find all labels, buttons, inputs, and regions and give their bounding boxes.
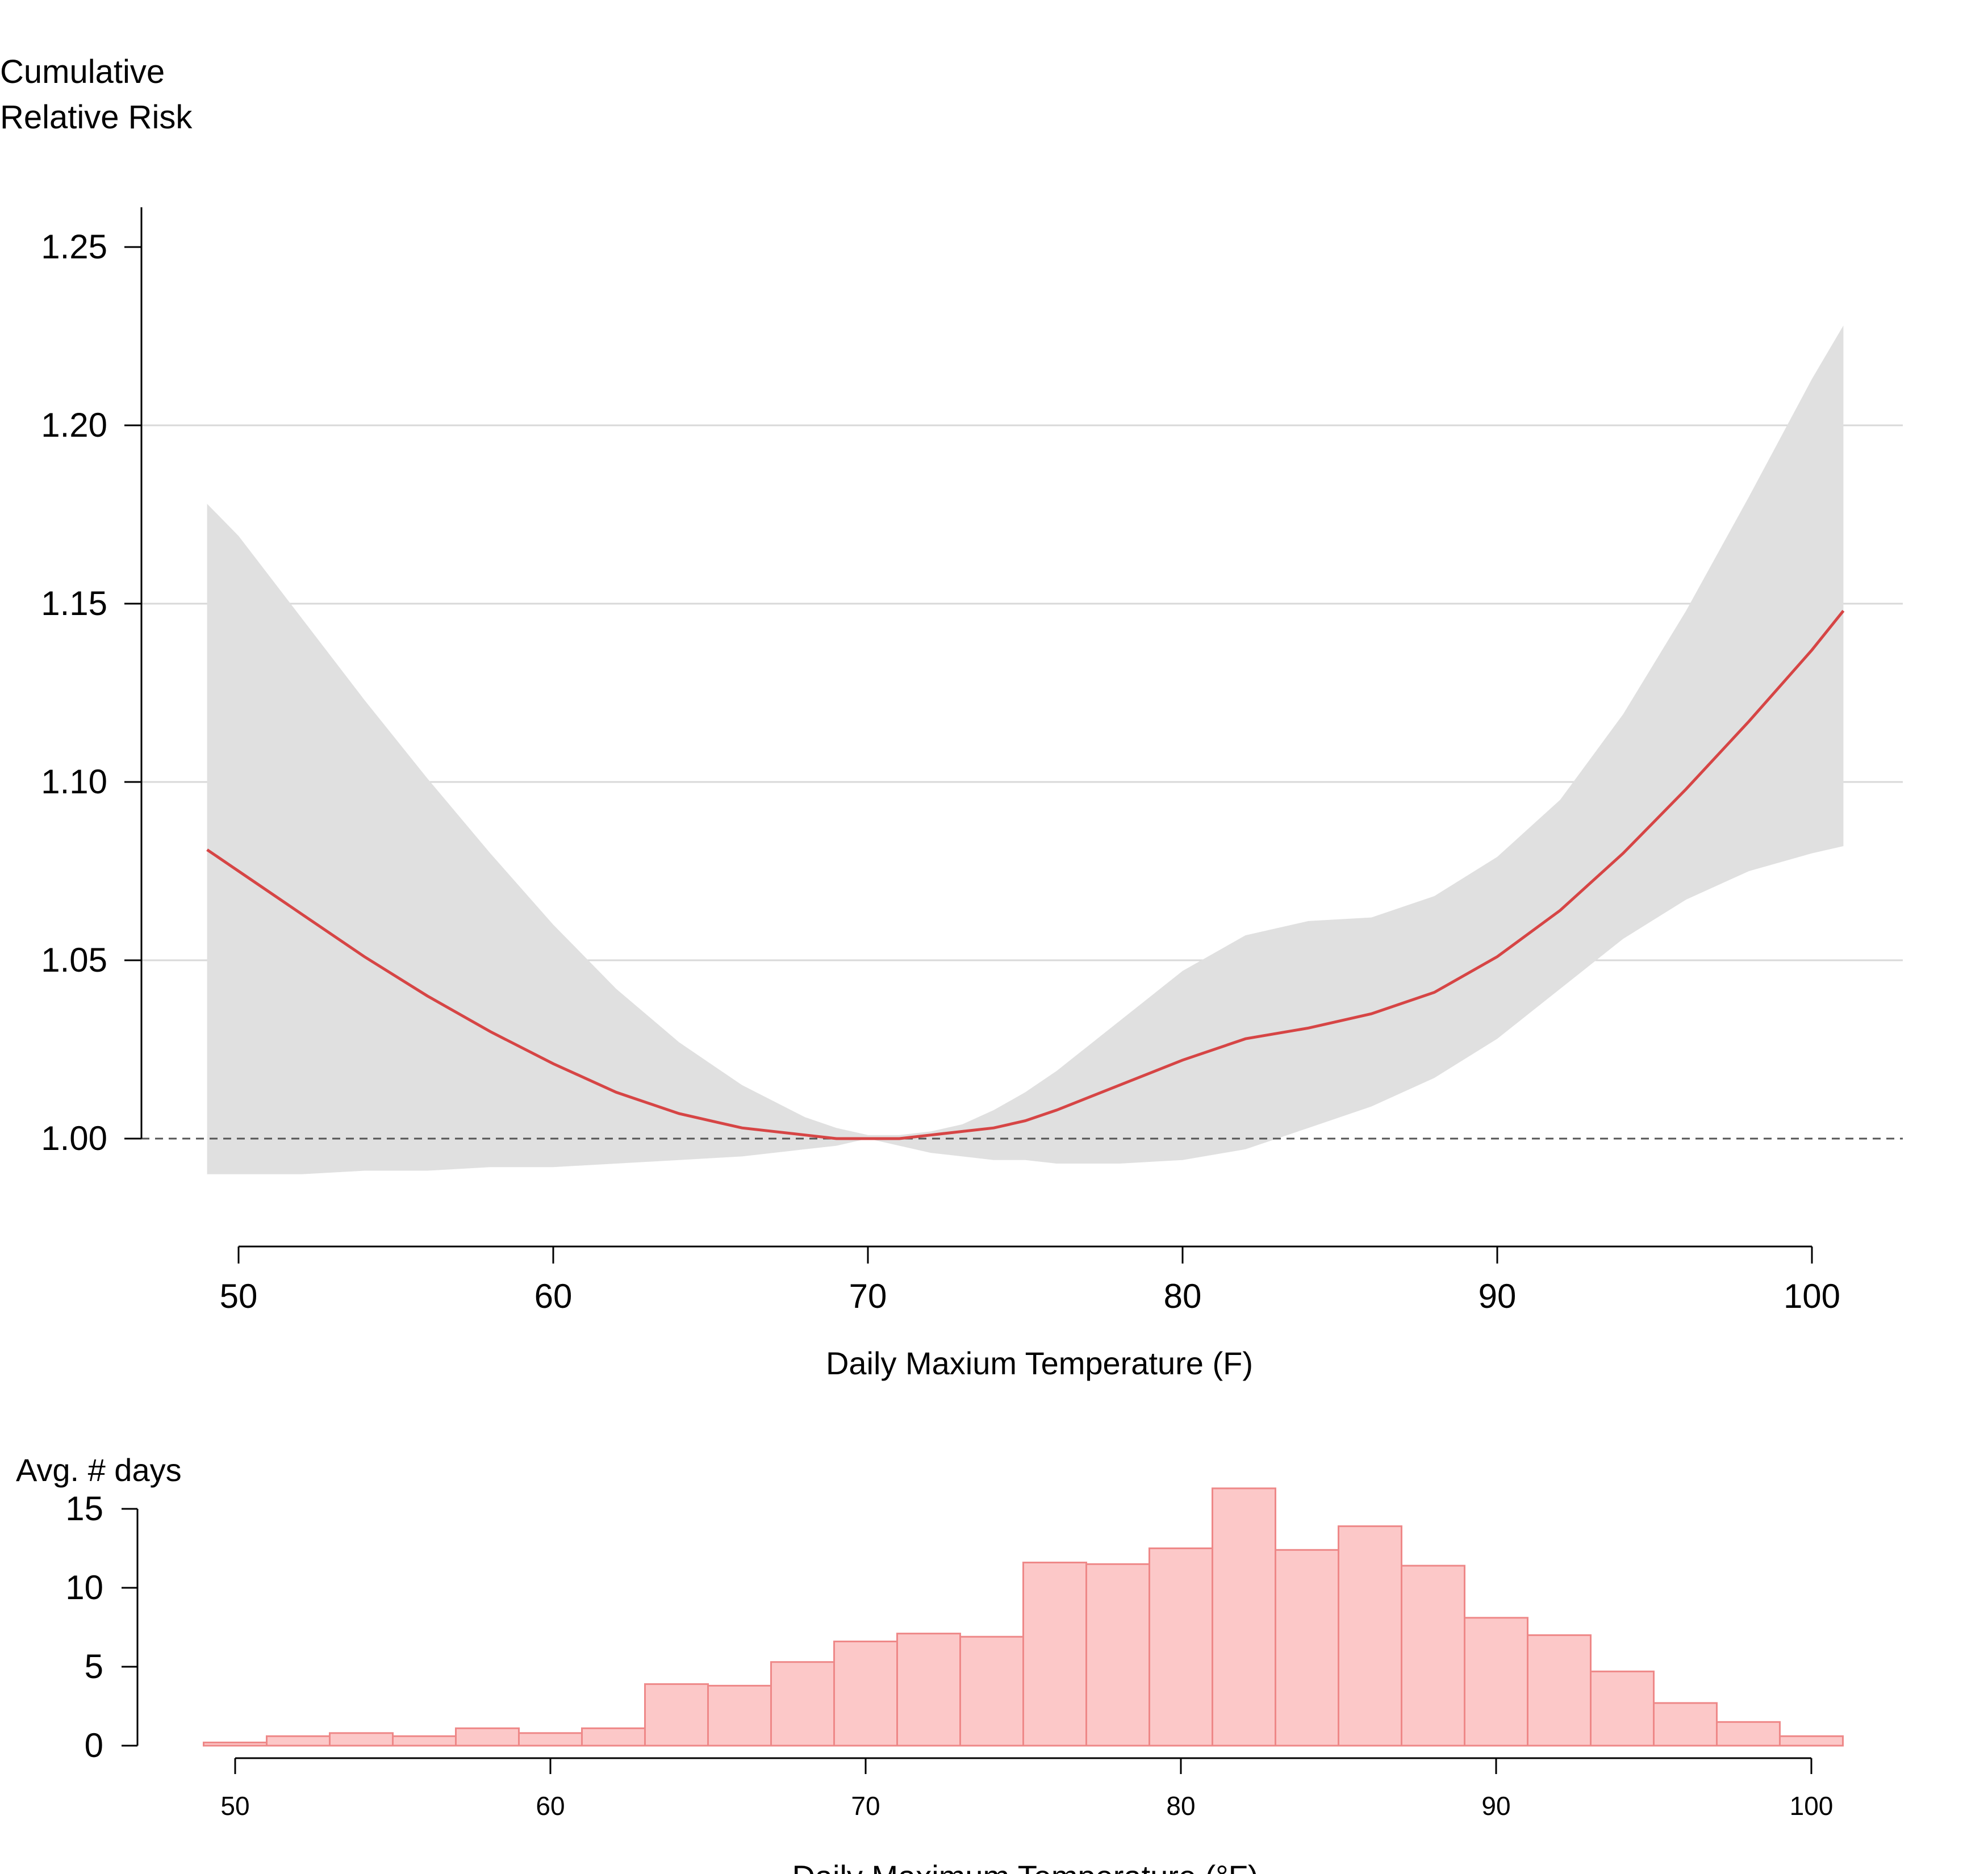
histogram-bar-25 [1779,1735,1844,1747]
hist-y-tick-label-1: 5 [85,1647,103,1685]
hist-x-tick-label-5: 100 [1790,1791,1834,1821]
histogram-bar-17 [1275,1549,1339,1747]
risk-x-tick-label-4: 90 [1479,1277,1517,1315]
histogram-bar-3 [392,1735,457,1747]
hist-y-tick-label-0: 0 [85,1726,103,1764]
hist-x-tick-label-1: 60 [536,1791,565,1821]
risk-y-axis-title-line-1: Cumulative [0,53,165,90]
histogram-bar-14 [1085,1563,1150,1747]
risk-curve [206,610,1845,1140]
hist-y-axis-title: Avg. # days [16,1452,182,1488]
histogram-bar-15 [1148,1547,1213,1747]
risk-y-tick-label-5: 1.25 [41,228,107,266]
histogram-bar-20 [1464,1617,1528,1747]
hist-x-axis-title: Daily Maximum Temperature (°F) [792,1859,1258,1874]
risk-y-tick-label-0: 1.00 [41,1119,107,1157]
histogram-bar-8 [707,1684,772,1747]
risk-x-tick-label-1: 60 [534,1277,573,1315]
risk-y-tick-label-1: 1.05 [41,941,107,979]
histogram-bar-1 [266,1735,331,1747]
histogram-bar-19 [1401,1565,1465,1747]
risk-x-axis-title: Daily Maxium Temperature (F) [826,1345,1253,1381]
histogram-bar-4 [455,1727,520,1747]
risk-x-tick-label-3: 80 [1164,1277,1202,1315]
confidence-band [207,325,1844,1174]
histogram-bar-10 [833,1641,898,1747]
histogram-bar-13 [1022,1562,1087,1747]
histogram-bar-7 [644,1683,709,1747]
histogram-bar-11 [896,1633,961,1747]
histogram-bar-5 [518,1732,583,1747]
histogram-bar-24 [1716,1721,1781,1747]
hist-y-tick-label-3: 15 [65,1490,103,1528]
histogram-bar-16 [1212,1487,1276,1747]
risk-x-tick-label-5: 100 [1784,1277,1840,1315]
histogram-bar-6 [581,1727,646,1747]
histogram-bar-9 [770,1661,835,1747]
histogram-bar-2 [329,1732,394,1747]
risk-chart-panel: 1.00 1.05 1.10 1.15 1.20 1.25 50 60 70 80 90 100 C… [0,53,1903,1381]
histogram-bar-23 [1653,1702,1718,1747]
risk-x-tick-label-0: 50 [220,1277,258,1315]
histogram-bar-22 [1590,1670,1655,1747]
risk-x-tick-label-2: 70 [849,1277,887,1315]
histogram-bars [203,1487,1844,1747]
hist-x-tick-label-3: 80 [1166,1791,1195,1821]
hist-x-ticks: 50 60 70 80 90 100 [220,1758,1833,1821]
histogram-bar-18 [1338,1525,1402,1747]
hist-x-tick-label-2: 70 [851,1791,880,1821]
hist-x-tick-label-0: 50 [220,1791,249,1821]
histogram-bar-0 [203,1741,268,1747]
risk-x-ticks: 50 60 70 80 90 100 [220,1246,1840,1315]
risk-y-tick-label-4: 1.20 [41,406,107,444]
hist-x-tick-label-4: 90 [1481,1791,1510,1821]
risk-y-axis-title-line-2: Relative Risk [0,99,193,136]
histogram-panel: 0 5 10 15 50 60 70 80 90 100 Avg. # days Daily M… [16,1452,1844,1874]
histogram-bar-21 [1527,1634,1592,1747]
hist-y-ticks: 0 5 10 15 [65,1490,137,1764]
hist-y-tick-label-2: 10 [65,1568,103,1607]
risk-y-ticks: 1.00 1.05 1.10 1.15 1.20 1.25 [41,228,141,1157]
histogram-bar-12 [959,1635,1024,1747]
risk-y-tick-label-3: 1.15 [41,584,107,622]
risk-y-tick-label-2: 1.10 [41,763,107,801]
